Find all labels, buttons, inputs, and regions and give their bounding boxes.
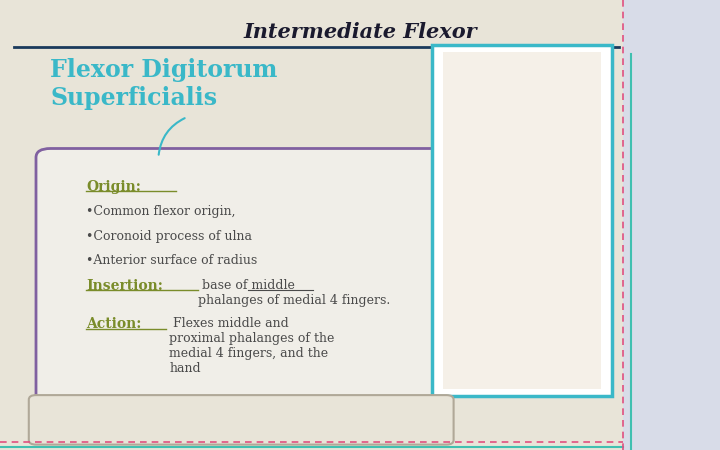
Text: Origin:: Origin: xyxy=(86,180,141,194)
Text: Flexor Digitorum
Superficialis: Flexor Digitorum Superficialis xyxy=(50,58,278,110)
FancyBboxPatch shape xyxy=(623,0,720,450)
Text: Digitorum: 4 tendons  Flexor Digitorum superficialis: middle flexor
            : Digitorum: 4 tendons Flexor Digitorum su… xyxy=(51,419,359,439)
FancyBboxPatch shape xyxy=(29,395,454,445)
Text: Insertion:: Insertion: xyxy=(86,279,163,293)
Text: •Coronoid process of ulna: •Coronoid process of ulna xyxy=(86,230,253,243)
Text: Action:: Action: xyxy=(86,317,142,331)
Text: base of middle
phalanges of medial 4 fingers.: base of middle phalanges of medial 4 fin… xyxy=(198,279,390,307)
FancyBboxPatch shape xyxy=(432,45,612,396)
FancyBboxPatch shape xyxy=(443,52,601,389)
Text: •Anterior surface of radius: •Anterior surface of radius xyxy=(86,254,258,267)
Text: •Common flexor origin,: •Common flexor origin, xyxy=(86,205,236,218)
FancyBboxPatch shape xyxy=(36,148,446,419)
Text: Intermediate Flexor: Intermediate Flexor xyxy=(243,22,477,42)
Text: Flexes middle and
proximal phalanges of the
medial 4 fingers, and the
hand: Flexes middle and proximal phalanges of … xyxy=(169,317,335,375)
